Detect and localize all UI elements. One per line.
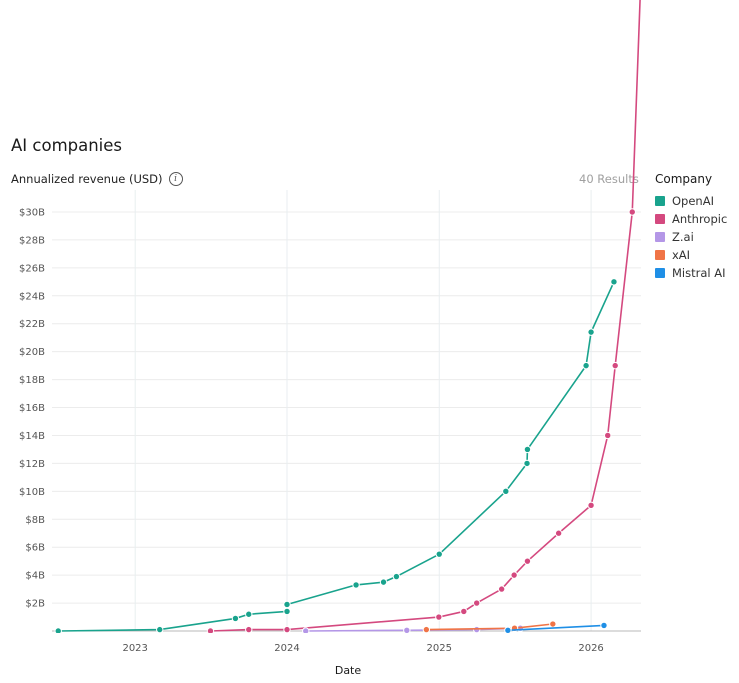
legend-swatch: [655, 250, 665, 260]
data-point-anthropic[interactable]: [283, 625, 291, 633]
data-point-anthropic[interactable]: [510, 571, 518, 579]
y-tick-label: $30B: [19, 208, 45, 219]
data-point-openai[interactable]: [392, 572, 401, 581]
data-point-openai[interactable]: [379, 578, 388, 586]
y-tick-label: $12B: [19, 459, 45, 470]
data-point-openai[interactable]: [283, 600, 291, 609]
data-point-mistral-ai[interactable]: [600, 621, 608, 630]
legend-label: xAI: [672, 248, 691, 262]
data-point-anthropic[interactable]: [472, 599, 481, 607]
data-point-openai[interactable]: [582, 361, 590, 370]
legend-label: Z.ai: [672, 230, 694, 244]
data-point-openai[interactable]: [231, 614, 240, 623]
series-openai: [54, 278, 618, 634]
y-tick-label: $6B: [25, 543, 45, 554]
data-point-anthropic[interactable]: [245, 625, 253, 633]
legend-item-openai[interactable]: OpenAI: [655, 192, 727, 210]
data-point-openai[interactable]: [587, 328, 595, 336]
data-point-z-ai[interactable]: [302, 627, 310, 634]
axis-layer: $2B $4B $6B $8B $10B $12B $14B $16B $18B $20B $22B…: [19, 208, 641, 654]
y-tick-label: $28B: [19, 235, 45, 246]
grid-layer: [52, 190, 641, 631]
y-tick-label: $24B: [19, 291, 45, 302]
y-axis-label-row: Annualized revenue (USD) i: [11, 172, 183, 186]
legend-item-xai[interactable]: xAI: [655, 246, 727, 264]
data-point-openai[interactable]: [54, 627, 62, 634]
series-z-ai: [302, 624, 525, 634]
x-tick-label: 2024: [274, 643, 299, 654]
y-tick-label: $16B: [19, 403, 45, 414]
legend-label: OpenAI: [672, 194, 714, 208]
series-line-anthropic: [210, 0, 641, 632]
data-point-anthropic[interactable]: [587, 501, 595, 509]
y-tick-label: $20B: [19, 347, 45, 358]
series-mistral-ai: [504, 621, 608, 633]
legend-item-z-ai[interactable]: Z.ai: [655, 228, 727, 246]
y-tick-label: $26B: [19, 263, 45, 274]
data-point-openai[interactable]: [283, 607, 291, 616]
legend-title: Company: [655, 172, 713, 186]
y-tick-label: $4B: [25, 571, 45, 582]
legend-swatch: [655, 268, 665, 278]
data-point-xai[interactable]: [422, 625, 431, 633]
data-point-openai[interactable]: [435, 550, 443, 558]
legend-item-anthropic[interactable]: Anthropic: [655, 210, 727, 228]
data-point-z-ai[interactable]: [403, 626, 411, 633]
series-layer: [54, 0, 641, 634]
legend-swatch: [655, 232, 665, 242]
data-point-openai[interactable]: [502, 487, 510, 496]
data-point-openai[interactable]: [352, 581, 360, 589]
data-point-openai[interactable]: [523, 445, 532, 454]
series-anthropic: [206, 0, 641, 634]
results-count: 40 Results: [579, 172, 639, 186]
series-line-mistral-ai: [507, 624, 605, 632]
data-point-mistral-ai[interactable]: [504, 626, 512, 633]
data-point-anthropic[interactable]: [554, 529, 563, 537]
data-point-anthropic[interactable]: [460, 607, 468, 616]
data-point-anthropic[interactable]: [611, 361, 619, 370]
y-tick-label: $2B: [25, 599, 45, 610]
data-point-openai[interactable]: [610, 278, 618, 286]
x-tick-label: 2025: [427, 643, 452, 654]
data-point-anthropic[interactable]: [523, 557, 532, 565]
chart-title: AI companies: [11, 136, 123, 155]
legend-item-mistral-ai[interactable]: Mistral AI: [655, 264, 727, 282]
y-tick-label: $8B: [25, 515, 45, 526]
data-point-openai[interactable]: [523, 459, 531, 468]
y-axis-label: Annualized revenue (USD): [11, 172, 163, 186]
data-point-openai[interactable]: [245, 610, 253, 618]
legend-label: Anthropic: [672, 212, 728, 226]
y-tick-label: $18B: [19, 375, 45, 386]
legend-swatch: [655, 196, 665, 206]
legend-items: OpenAI Anthropic Z.ai xAI Mistral AI: [655, 192, 727, 282]
y-tick-label: $14B: [19, 431, 45, 442]
data-point-anthropic[interactable]: [604, 431, 612, 440]
data-point-anthropic[interactable]: [206, 627, 215, 634]
data-point-xai[interactable]: [549, 620, 557, 628]
y-tick-label: $22B: [19, 319, 45, 330]
x-tick-label: 2026: [578, 643, 603, 654]
data-point-openai[interactable]: [156, 625, 164, 633]
info-icon[interactable]: i: [168, 172, 183, 186]
data-point-anthropic[interactable]: [497, 585, 506, 593]
legend-swatch: [655, 214, 665, 224]
x-tick-label: 2023: [122, 643, 147, 654]
legend-label: Mistral AI: [672, 266, 726, 280]
x-axis-label: Date: [335, 664, 362, 677]
data-point-anthropic[interactable]: [435, 613, 443, 621]
data-point-anthropic[interactable]: [628, 208, 636, 216]
legend: Company OpenAI Anthropic Z.ai xAI Mistral AI: [655, 172, 727, 282]
y-tick-label: $10B: [19, 487, 45, 498]
series-line-openai: [58, 281, 615, 632]
